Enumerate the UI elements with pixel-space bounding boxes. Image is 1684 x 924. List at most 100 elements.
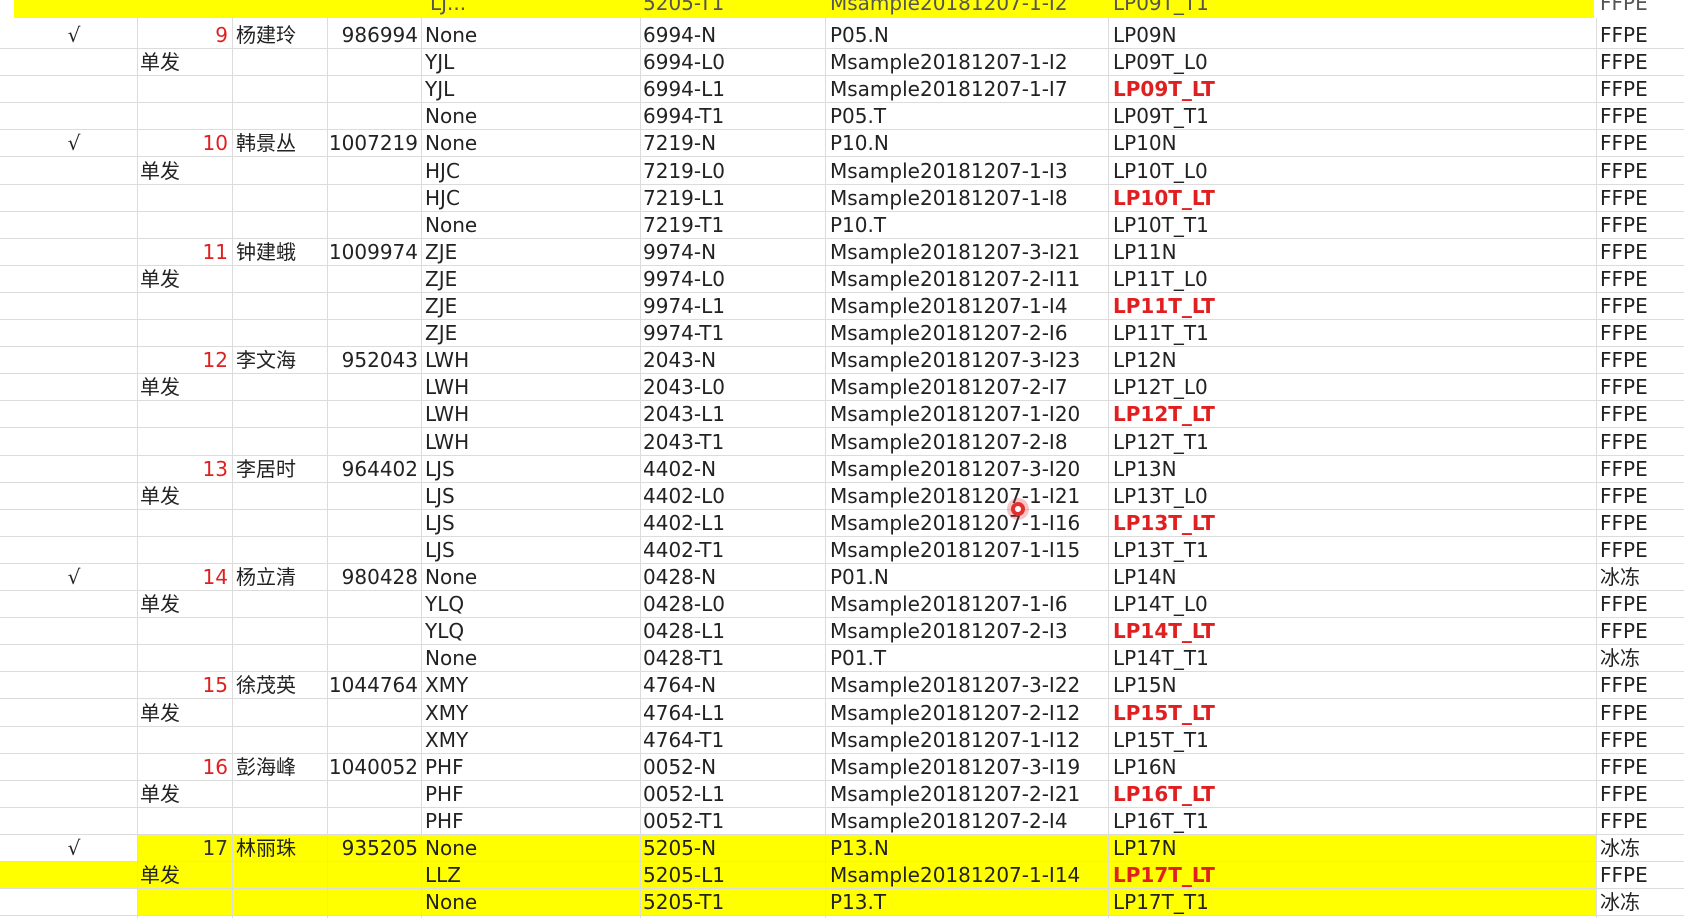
patient-id-cell[interactable]: [326, 700, 418, 727]
patient-id-cell[interactable]: [326, 618, 418, 645]
index-cell[interactable]: [180, 483, 228, 510]
code-cell[interactable]: 6994-L1: [643, 77, 725, 102]
material-cell[interactable]: FFPE: [1600, 348, 1648, 373]
label-cell[interactable]: LP13T_T1: [1113, 537, 1209, 562]
material-cell[interactable]: 冰冻: [1600, 646, 1640, 671]
table-row[interactable]: LJS 4402-T1 Msample20181207-1-I15 LP13T_T1 F…: [0, 537, 1684, 564]
patient-name-cell[interactable]: [236, 429, 326, 456]
material-cell[interactable]: FFPE: [1600, 429, 1648, 454]
abbr-cell[interactable]: LLZ: [425, 863, 461, 888]
patient-id-cell[interactable]: 935205: [341, 836, 418, 860]
table-row[interactable]: YJL 6994-L1 Msample20181207-1-I7 LP09T_LT FF…: [0, 76, 1684, 104]
material-cell[interactable]: FFPE: [1600, 294, 1648, 318]
sample-cell[interactable]: Msample20181207-3-I20: [830, 456, 1081, 481]
sample-cell[interactable]: Msample20181207-3-I22: [830, 673, 1081, 698]
check-cell[interactable]: [14, 754, 134, 781]
material-cell[interactable]: FFPE: [1600, 483, 1648, 508]
patient-name-cell[interactable]: [236, 185, 326, 212]
table-row[interactable]: 单发 LLZ 5205-L1 Msample20181207-1-I14 LP17T_L…: [0, 862, 1684, 890]
patient-id-cell[interactable]: 1009974: [328, 239, 418, 264]
code-cell[interactable]: 0052-N: [643, 754, 717, 779]
abbr-cell[interactable]: None: [425, 212, 478, 237]
sample-cell[interactable]: Msample20181207-3-I19: [830, 754, 1081, 779]
label-cell[interactable]: LP13T_LT: [1113, 510, 1215, 535]
label-cell[interactable]: LP14T_L0: [1113, 592, 1208, 617]
check-cell[interactable]: [14, 808, 134, 835]
abbr-cell[interactable]: XMY: [425, 700, 469, 725]
code-cell[interactable]: 4402-L0: [643, 483, 725, 508]
patient-id-cell[interactable]: [326, 645, 418, 672]
sample-cell[interactable]: Msample20181207-1-I21: [830, 483, 1081, 508]
patient-id-cell[interactable]: [326, 374, 418, 401]
sample-cell[interactable]: Msample20181207-1-I3: [830, 158, 1068, 183]
index-cell[interactable]: [180, 320, 228, 347]
index-cell[interactable]: 17: [202, 836, 228, 860]
code-cell[interactable]: 2043-N: [643, 348, 717, 373]
sample-cell[interactable]: P01.T: [830, 646, 887, 671]
index-cell[interactable]: 14: [202, 565, 228, 589]
label-cell[interactable]: LP14T_T1: [1113, 646, 1209, 671]
table-row[interactable]: √ 14 杨立清 980428 None 0428-N P01.N LP14N 冰冻: [0, 564, 1684, 591]
patient-name-cell[interactable]: 彭海峰: [236, 754, 296, 779]
abbr-cell[interactable]: None: [425, 104, 478, 129]
sample-cell[interactable]: Msample20181207-2-I6: [830, 321, 1068, 346]
patient-id-cell[interactable]: [326, 781, 418, 808]
sample-cell[interactable]: Msample20181207-2-I8: [830, 429, 1068, 454]
check-cell[interactable]: [14, 456, 134, 483]
index-cell[interactable]: [180, 537, 228, 564]
patient-name-cell[interactable]: 林丽珠: [236, 836, 296, 860]
sample-cell[interactable]: Msample20181207-1-I2: [830, 50, 1068, 75]
code-cell[interactable]: 0052-T1: [643, 808, 725, 833]
abbr-cell[interactable]: PHF: [425, 754, 464, 779]
type-cell[interactable]: 单发: [140, 483, 180, 508]
code-cell[interactable]: 4402-T1: [643, 537, 725, 562]
check-cell[interactable]: √: [67, 565, 81, 589]
abbr-cell[interactable]: LWH: [425, 348, 470, 373]
patient-name-cell[interactable]: [236, 103, 326, 130]
code-cell[interactable]: 7219-T1: [643, 212, 725, 237]
patient-name-cell[interactable]: [236, 266, 326, 293]
code-cell[interactable]: 4764-L1: [643, 700, 725, 725]
index-cell[interactable]: 9: [215, 23, 228, 47]
index-cell[interactable]: [180, 266, 228, 293]
material-cell[interactable]: FFPE: [1600, 50, 1648, 75]
patient-id-cell[interactable]: [326, 293, 418, 320]
index-cell[interactable]: [180, 76, 228, 103]
patient-id-cell[interactable]: [326, 727, 418, 754]
index-cell[interactable]: [180, 401, 228, 428]
table-row[interactable]: √ 17 林丽珠 935205 None 5205-N P13.N LP17N 冰冻: [0, 835, 1684, 862]
label-cell[interactable]: LP15T_LT: [1113, 700, 1215, 725]
type-cell[interactable]: 单发: [140, 863, 180, 888]
table-row[interactable]: 单发 YJL 6994-L0 Msample20181207-1-I2 LP09T_L0…: [0, 49, 1684, 77]
code-cell[interactable]: 2043-T1: [643, 429, 725, 454]
patient-id-cell[interactable]: [326, 591, 418, 618]
sample-cell[interactable]: Msample20181207-1-I16: [830, 510, 1081, 535]
check-cell[interactable]: [14, 537, 134, 564]
index-cell[interactable]: [180, 510, 228, 537]
material-cell[interactable]: FFPE: [1600, 131, 1648, 156]
abbr-cell[interactable]: YJL: [425, 77, 455, 102]
check-cell[interactable]: [14, 239, 134, 266]
patient-name-cell[interactable]: 杨建玲: [236, 23, 296, 47]
index-cell[interactable]: [180, 374, 228, 401]
table-row[interactable]: None 0428-T1 P01.T LP14T_T1 冰冻: [0, 645, 1684, 673]
abbr-cell[interactable]: HJC: [425, 185, 460, 210]
material-cell[interactable]: FFPE: [1600, 185, 1648, 210]
check-cell[interactable]: [14, 347, 134, 374]
type-cell[interactable]: 单发: [140, 266, 180, 291]
code-cell[interactable]: 7219-L1: [643, 185, 725, 210]
material-cell[interactable]: FFPE: [1600, 321, 1648, 346]
abbr-cell[interactable]: LWH: [425, 402, 470, 427]
check-cell[interactable]: [14, 727, 134, 754]
check-cell[interactable]: [14, 212, 134, 239]
table-row[interactable]: LJS 4402-L1 Msample20181207-1-I16 LP13T_LT F…: [0, 510, 1684, 537]
type-cell[interactable]: 单发: [140, 375, 180, 400]
sample-cell[interactable]: Msample20181207-2-I3: [830, 619, 1068, 644]
patient-name-cell[interactable]: [236, 76, 326, 103]
index-cell[interactable]: [180, 808, 228, 835]
patient-name-cell[interactable]: 钟建蛾: [236, 239, 296, 264]
check-cell[interactable]: [14, 510, 134, 537]
patient-id-cell[interactable]: 986994: [341, 23, 418, 47]
table-row[interactable]: 单发 YLQ 0428-L0 Msample20181207-1-I6 LP14T_L0…: [0, 591, 1684, 619]
code-cell[interactable]: 9974-N: [643, 239, 717, 264]
